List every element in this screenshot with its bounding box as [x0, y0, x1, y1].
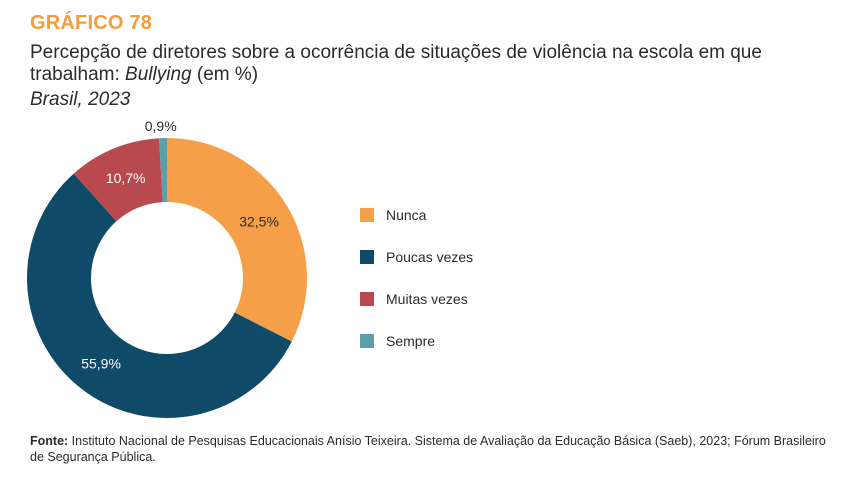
chart-number: GRÁFICO 78 [30, 12, 153, 34]
legend-swatch [360, 292, 374, 306]
legend-item-nunca: Nunca [360, 205, 473, 225]
legend-swatch [360, 334, 374, 348]
legend-label: Sempre [386, 333, 436, 349]
donut-slice-poucas-vezes [27, 173, 292, 418]
data-label-sempre: 0,9% [145, 120, 177, 134]
source-label: Fonte: [30, 434, 69, 448]
legend-item-sempre: Sempre [360, 331, 473, 351]
donut-slice-nunca [167, 138, 307, 342]
title-main: Percepção de diretores sobre a ocorrênci… [30, 42, 762, 85]
source-note: Fonte: Instituto Nacional de Pesquisas E… [30, 433, 830, 465]
legend-label: Poucas vezes [386, 249, 474, 265]
donut-slice-sempre [159, 138, 167, 203]
chart-title: Percepção de diretores sobre a ocorrênci… [30, 42, 820, 86]
data-label-muitas-vezes: 10,7% [106, 170, 146, 186]
data-label-nunca: 32,5% [239, 214, 279, 230]
legend-item-muitas-vezes: Muitas vezes [360, 289, 473, 309]
legend-swatch [360, 208, 374, 222]
legend-label: Nunca [386, 207, 427, 223]
legend-swatch [360, 250, 374, 264]
donut-slice-muitas-vezes [73, 138, 163, 222]
legend-label: Muitas vezes [386, 291, 468, 307]
source-text: Instituto Nacional de Pesquisas Educacio… [30, 434, 826, 464]
donut-chart: 32,5% 55,9% 10,7% 0,9% [27, 120, 307, 418]
title-suffix: (em %) [191, 64, 259, 85]
chart-legend: Nunca Poucas vezes Muitas vezes Sempre [360, 205, 473, 373]
chart-subtitle: Brasil, 2023 [30, 89, 131, 110]
legend-item-poucas-vezes: Poucas vezes [360, 247, 473, 267]
title-emphasis: Bullying [125, 64, 192, 85]
data-label-poucas-vezes: 55,9% [81, 356, 121, 372]
chart-heading: GRÁFICO 78 Percepção de diretores sobre … [30, 12, 830, 111]
